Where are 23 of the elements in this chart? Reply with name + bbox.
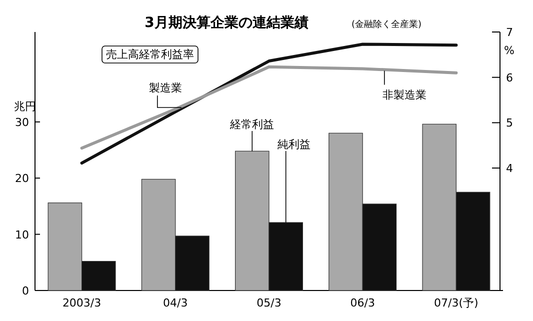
series-label: 非製造業 <box>382 88 426 102</box>
series-label: 製造業 <box>148 81 182 94</box>
y2-axis-title: % <box>504 44 514 57</box>
y-tick-label: 30 <box>15 116 29 129</box>
text: 純利益 <box>277 138 310 151</box>
y-tick-label: 0 <box>22 284 29 298</box>
y-axis-title: 兆円 <box>14 100 36 113</box>
y-tick-label: 20 <box>15 172 29 186</box>
series-label: 経常利益 <box>229 118 274 131</box>
x-tick-label: 2003/3 <box>62 296 102 310</box>
y2-tick-label: 5 <box>506 116 513 130</box>
x-tick-label: 05/3 <box>256 296 282 310</box>
chart-subtitle: (金融除く全産業) <box>352 19 422 30</box>
y2-tick-label: 6 <box>506 71 513 84</box>
y2-tick-label: 4 <box>506 162 513 176</box>
line-series <box>80 65 458 150</box>
y-tick-label: 10 <box>15 228 29 242</box>
y2-tick-label: 7 <box>506 26 513 39</box>
x-tick-label: 06/3 <box>350 296 375 310</box>
chart-title: 3月期決算企業の連結業績 <box>144 15 308 31</box>
annotation: 売上高経常利益率 <box>106 48 194 61</box>
x-tick-label: 07/3(予) <box>434 296 478 310</box>
x-tick-label: 04/3 <box>163 296 188 310</box>
